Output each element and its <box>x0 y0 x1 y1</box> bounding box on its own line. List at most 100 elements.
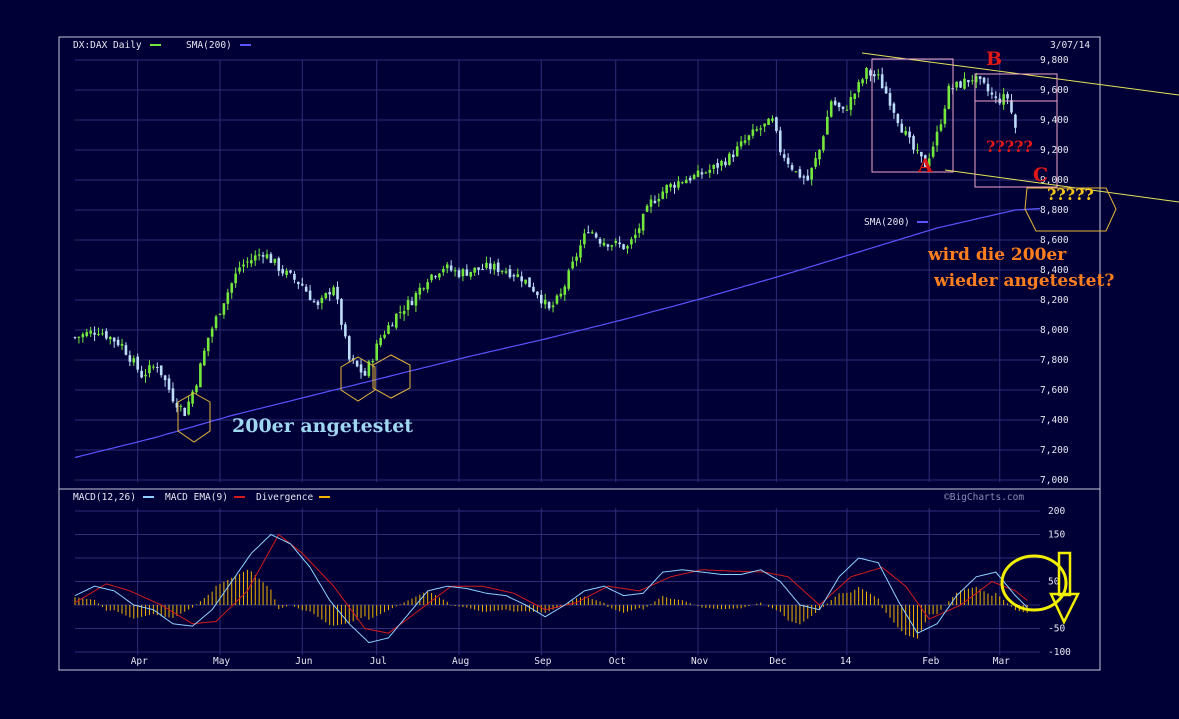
candle-body <box>986 83 990 92</box>
candle-body <box>375 343 379 361</box>
candle-body <box>93 332 96 335</box>
candle-body <box>892 103 896 113</box>
candle-body <box>700 172 704 175</box>
candle-body <box>724 161 727 166</box>
candle-body <box>782 154 786 158</box>
candle-body <box>661 191 665 199</box>
candle-body <box>426 282 429 290</box>
candle-body <box>912 135 915 150</box>
candle-body <box>234 273 237 284</box>
candle-body <box>634 234 637 239</box>
candle-body <box>434 276 437 278</box>
candle-body <box>590 232 594 234</box>
candle-body <box>132 358 136 363</box>
price-y-tick-label: 7,000 <box>1040 475 1069 486</box>
divergence-legend-label: Divergence <box>256 492 313 503</box>
candle-body <box>395 313 398 328</box>
candle-body <box>81 334 85 338</box>
candle-body <box>367 361 371 377</box>
candle-body <box>528 277 531 288</box>
macd-y-tick-label: 150 <box>1048 530 1065 541</box>
candle-body <box>539 294 543 304</box>
price-title: DX:DAX Daily <box>73 40 142 51</box>
candle-body <box>731 154 735 158</box>
candle-body <box>712 164 715 169</box>
annotation-200-tested: 200er angetestet <box>232 415 413 437</box>
candle-body <box>771 118 774 121</box>
candle-body <box>916 149 919 151</box>
candle-body <box>171 388 175 402</box>
x-tick-label: Jun <box>295 656 312 667</box>
candle-body <box>269 254 273 263</box>
candle-body <box>144 374 147 377</box>
candle-body <box>759 128 763 130</box>
candle-body <box>320 297 324 304</box>
candle-body <box>391 325 394 327</box>
candle-body <box>308 290 312 301</box>
candle-body <box>477 267 480 270</box>
candle-body <box>316 301 320 306</box>
candle-body <box>974 76 978 83</box>
candle-body <box>622 244 625 250</box>
candle-body <box>453 270 457 272</box>
question-marks-yellow: ????? <box>1047 185 1094 204</box>
candle-body <box>108 337 112 340</box>
sma-legend-label: SMA(200) <box>186 40 232 51</box>
candle-body <box>630 239 633 245</box>
candle-body <box>226 292 230 304</box>
x-tick-label: Mar <box>993 656 1010 667</box>
candle-body <box>504 271 508 273</box>
candle-body <box>152 366 155 368</box>
x-tick-label: Oct <box>609 656 626 667</box>
candle-body <box>822 136 825 151</box>
x-tick-label: 14 <box>840 656 852 667</box>
candle-body <box>195 385 198 393</box>
candle-body <box>206 337 210 352</box>
candle-body <box>222 303 226 315</box>
candle-body <box>728 153 731 165</box>
candle-body <box>285 270 288 275</box>
candle-body <box>884 86 888 94</box>
macd-legend-label: MACD(12,26) <box>73 492 136 503</box>
candle-body <box>457 270 461 278</box>
macd-line <box>74 533 1028 644</box>
candle-body <box>826 116 829 135</box>
candle-body <box>532 286 535 292</box>
candle-body <box>594 233 598 238</box>
price-y-tick-label: 7,600 <box>1040 385 1069 396</box>
candle-body <box>869 70 872 76</box>
candle-body <box>880 74 884 89</box>
candle-body <box>790 165 794 170</box>
candle-body <box>445 264 449 269</box>
candle-body <box>210 328 214 337</box>
price-y-tick-label: 8,800 <box>1040 205 1069 216</box>
candle-body <box>500 270 504 272</box>
hexagon-marker-july-1 <box>340 356 376 402</box>
candle-body <box>857 82 860 93</box>
candle-body <box>579 245 582 258</box>
candle-body <box>438 273 441 278</box>
price-y-tick-label: 8,000 <box>1040 325 1069 336</box>
candle-body <box>359 364 363 373</box>
candle-body <box>508 269 512 278</box>
candle-body <box>398 311 402 313</box>
candle-body <box>763 123 766 127</box>
price-y-tick-label: 8,600 <box>1040 235 1069 246</box>
candle-body <box>422 288 426 290</box>
candle-body <box>355 360 359 367</box>
candle-body <box>485 262 488 268</box>
candle-body <box>920 151 923 157</box>
candle-body <box>257 254 261 256</box>
macd-y-tick-label: -50 <box>1048 624 1065 635</box>
candle-body <box>496 262 500 272</box>
candle-body <box>798 169 802 178</box>
candle-body <box>1010 100 1013 113</box>
candle-body <box>481 268 484 270</box>
price-y-tick-label: 9,000 <box>1040 175 1069 186</box>
price-y-tick-label: 9,400 <box>1040 115 1069 126</box>
candle-body <box>735 146 739 157</box>
candle-body <box>105 331 108 339</box>
hexagon-marker-target <box>1024 187 1117 232</box>
macd-y-ticks: 200 150 50 -50 -100 <box>1048 506 1071 658</box>
candle-body <box>136 356 139 370</box>
